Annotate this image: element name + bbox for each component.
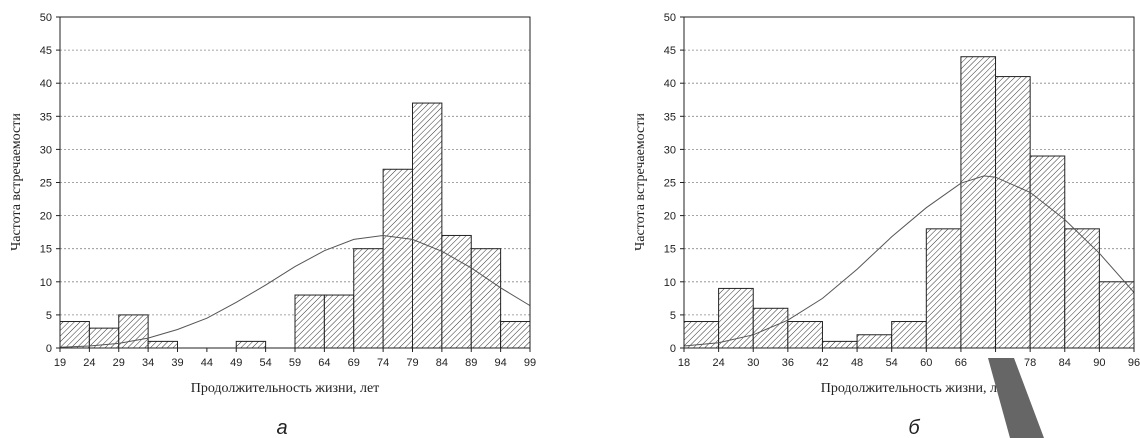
x-tick-label: 39 (171, 357, 183, 369)
y-tick-labels: 0 5 10 15 20 25 30 35 40 45 50 (40, 12, 60, 355)
x-tick-label: 89 (465, 357, 477, 369)
histogram-bar (382, 168, 413, 349)
y-axis-title: Частота встречаемости (633, 113, 648, 251)
y-tick-label: 5 (670, 310, 676, 322)
x-tick-label: 64 (318, 357, 330, 369)
histogram-bar (441, 234, 472, 349)
y-tick-label: 25 (664, 178, 676, 190)
chart-caption: а (276, 417, 287, 438)
histogram-bar (752, 307, 789, 349)
x-tick-label: 34 (142, 357, 154, 369)
x-tick-labels: 19 24 29 34 39 44 49 54 59 64 69 74 79 84 89 94 99 (54, 348, 536, 369)
x-tick-label: 24 (712, 357, 724, 369)
histogram-bar (323, 294, 355, 349)
y-tick-label: 45 (40, 45, 52, 57)
x-tick-label: 94 (495, 357, 507, 369)
x-tick-label: 96 (1128, 357, 1140, 369)
y-tick-label: 15 (40, 244, 52, 256)
x-tick-label: 19 (54, 357, 66, 369)
y-tick-label: 40 (40, 78, 52, 90)
histogram-bar (59, 321, 90, 349)
x-tick-label: 79 (406, 357, 418, 369)
y-tick-label: 0 (46, 343, 52, 355)
x-tick-label: 49 (230, 357, 242, 369)
x-tick-label: 84 (436, 357, 448, 369)
x-tick-label: 78 (1024, 357, 1036, 369)
normal-fit-curve (59, 234, 531, 348)
histogram-bar (718, 287, 754, 349)
x-tick-label: 54 (886, 357, 898, 369)
x-tick-label: 60 (920, 357, 932, 369)
histogram-bar (960, 56, 997, 349)
histogram-bar (821, 340, 858, 349)
histogram-bar (925, 228, 962, 349)
x-tick-label: 29 (113, 357, 125, 369)
x-tick-label: 44 (201, 357, 213, 369)
x-axis-title: Продолжительность жизни, лет (191, 381, 380, 396)
x-tick-label: 54 (260, 357, 272, 369)
histogram-bar (147, 340, 178, 349)
x-tick-label: 99 (524, 357, 536, 369)
histogram-bar (500, 321, 531, 349)
histogram-bars (683, 56, 1135, 349)
y-axis-title: Частота встречаемости (9, 113, 24, 251)
histogram-bar (235, 340, 267, 349)
histogram-bar (1029, 155, 1066, 349)
y-tick-label: 45 (664, 45, 676, 57)
x-tick-label: 24 (83, 357, 95, 369)
histogram-bar (891, 321, 927, 349)
y-tick-label: 10 (664, 277, 676, 289)
x-tick-label: 90 (1093, 357, 1105, 369)
histogram-bar (353, 248, 384, 349)
x-tick-label: 30 (747, 357, 759, 369)
histogram-bar (1098, 281, 1135, 349)
y-tick-label: 40 (664, 78, 676, 90)
y-tick-label: 50 (40, 12, 52, 24)
x-tick-label: 84 (1059, 357, 1071, 369)
x-tick-label: 42 (816, 357, 828, 369)
x-tick-label: 59 (289, 357, 301, 369)
histogram-bar (294, 294, 325, 349)
histogram-chart-a: 0 5 10 15 20 25 30 35 40 45 50 19 24 29 34 39 44 49 54 59 6… (9, 12, 536, 438)
x-tick-label: 48 (851, 357, 863, 369)
histogram-bar (1064, 228, 1100, 349)
y-tick-label: 50 (664, 12, 676, 24)
histogram-bars (59, 102, 531, 349)
y-tick-label: 5 (46, 310, 52, 322)
normal-fit-curve (683, 175, 1135, 347)
y-tick-label: 25 (40, 178, 52, 190)
y-tick-label: 20 (40, 211, 52, 223)
x-axis-title: Продолжительность жизни, лет (821, 381, 1010, 396)
histogram-bar (412, 102, 443, 349)
y-tick-label: 35 (40, 111, 52, 123)
grid-lines (684, 49, 1134, 316)
y-tick-label: 20 (664, 211, 676, 223)
x-tick-label: 36 (782, 357, 794, 369)
x-tick-label: 69 (348, 357, 360, 369)
x-tick-label: 74 (377, 357, 389, 369)
y-tick-label: 30 (40, 144, 52, 156)
x-tick-label: 66 (955, 357, 967, 369)
histogram-bar (856, 334, 893, 349)
chart-caption: б (908, 417, 920, 438)
marker-stroke (988, 358, 1044, 438)
y-tick-labels: 0 5 10 15 20 25 30 35 40 45 50 (664, 12, 684, 355)
histogram-bar (787, 321, 823, 349)
y-tick-label: 10 (40, 277, 52, 289)
y-tick-label: 35 (664, 111, 676, 123)
x-tick-labels: 1824303642485460667278849096 (678, 348, 1140, 369)
histogram-bar (995, 76, 1031, 349)
histogram-bar (470, 248, 502, 349)
histogram-chart-b: 0 5 10 15 20 25 30 35 40 45 50 18 24 30 36 42 48 54 60 66 7… (633, 12, 1140, 438)
y-tick-label: 0 (670, 343, 676, 355)
x-tick-label: 18 (678, 357, 690, 369)
y-tick-label: 30 (664, 144, 676, 156)
y-tick-label: 15 (664, 244, 676, 256)
